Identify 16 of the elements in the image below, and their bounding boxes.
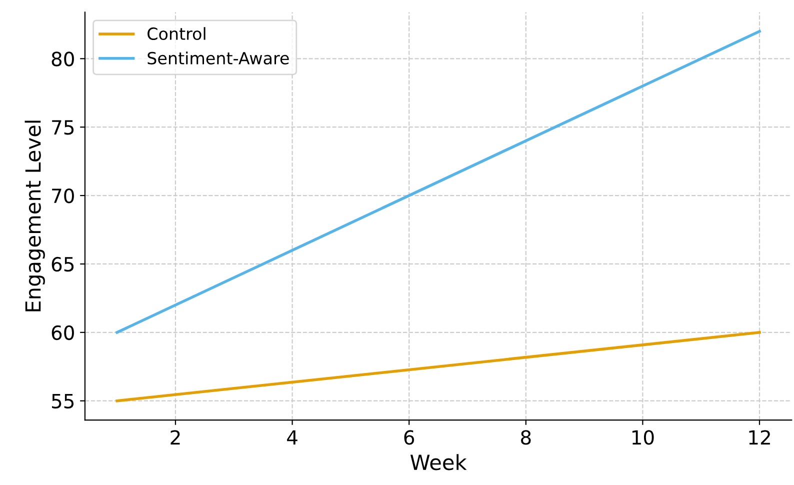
legend-label: Sentiment-Aware xyxy=(148,52,289,64)
y-axis-title: Engagement Level xyxy=(24,120,45,312)
x-tick-label: 6 xyxy=(404,430,414,445)
y-tick-label: 75 xyxy=(52,120,74,135)
x-tick-label: 10 xyxy=(632,430,654,445)
x-axis-title: Week xyxy=(410,454,467,470)
y-tick-label: 65 xyxy=(52,256,74,272)
y-tick-label: 80 xyxy=(52,52,74,66)
x-tick-label: 2 xyxy=(170,430,180,445)
legend-label: Control xyxy=(148,27,206,40)
x-tick-label: 8 xyxy=(521,430,531,445)
y-tick-label: 55 xyxy=(52,394,74,409)
y-tick-label: 70 xyxy=(52,188,74,204)
x-tick-label: 4 xyxy=(287,430,298,445)
x-tick-label: 12 xyxy=(749,430,770,445)
y-tick-label: 60 xyxy=(52,325,74,340)
